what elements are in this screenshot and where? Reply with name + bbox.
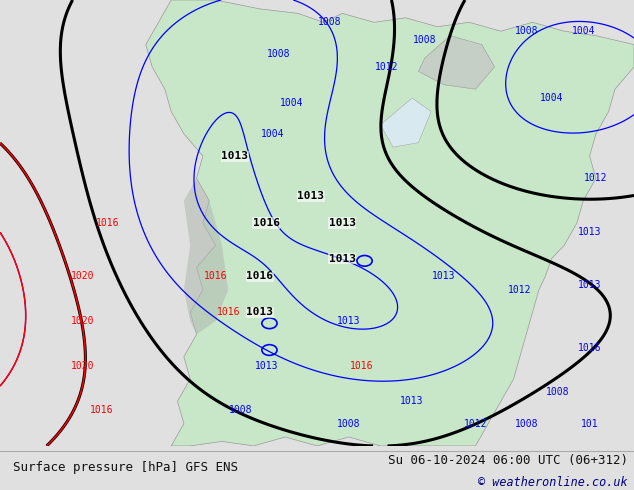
Text: 1016: 1016 [96,218,120,228]
Text: Surface pressure [hPa] GFS ENS: Surface pressure [hPa] GFS ENS [13,461,238,473]
Text: 1004: 1004 [280,98,304,108]
Text: 1008: 1008 [514,418,538,429]
Polygon shape [184,178,228,334]
Text: Su 06-10-2024 06:00 UTC (06+312): Su 06-10-2024 06:00 UTC (06+312) [387,454,628,466]
Text: 101: 101 [581,418,598,429]
Polygon shape [380,98,431,147]
Text: 1020: 1020 [70,361,94,370]
Text: 1013: 1013 [297,191,324,201]
Text: 1020: 1020 [70,316,94,326]
Text: 1016: 1016 [204,271,228,281]
Text: 1013: 1013 [254,361,278,370]
Text: 1012: 1012 [584,173,608,183]
Text: 1008: 1008 [413,35,437,45]
Text: 1004: 1004 [540,93,564,103]
Text: 1016: 1016 [89,405,113,415]
Text: 1008: 1008 [514,26,538,36]
Polygon shape [418,36,495,89]
Text: 1013: 1013 [247,307,273,317]
Text: 1008: 1008 [229,405,253,415]
Text: 1013: 1013 [432,271,456,281]
Text: 1012: 1012 [375,62,399,72]
Text: 1016: 1016 [247,271,273,281]
Text: 1004: 1004 [571,26,595,36]
Text: 1013: 1013 [221,151,248,161]
Text: 1013: 1013 [578,280,602,291]
Text: 1008: 1008 [267,49,291,58]
Text: 1013: 1013 [329,254,356,264]
Text: 1012: 1012 [463,418,488,429]
Text: 1013: 1013 [400,396,424,406]
Text: 1008: 1008 [337,418,361,429]
Text: 1004: 1004 [261,129,285,139]
Polygon shape [146,0,634,446]
Text: 1016: 1016 [578,343,602,353]
Text: 1016: 1016 [253,218,280,228]
Text: 1013: 1013 [578,227,602,237]
Text: 1008: 1008 [546,388,570,397]
Text: 1020: 1020 [70,271,94,281]
Text: 1012: 1012 [508,285,532,295]
Text: 1008: 1008 [318,17,342,27]
Text: 1013: 1013 [329,218,356,228]
Text: 1016: 1016 [349,361,373,370]
Text: 1013: 1013 [337,316,361,326]
Text: 1016: 1016 [216,307,240,317]
Text: © weatheronline.co.uk: © weatheronline.co.uk [478,476,628,489]
